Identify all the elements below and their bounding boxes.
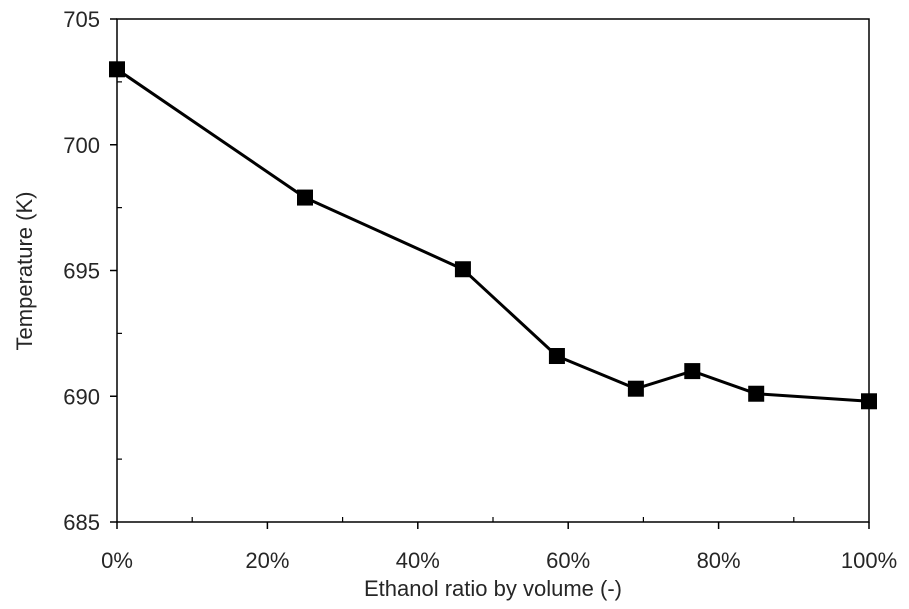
data-point-marker [627, 380, 644, 397]
x-tick-label: 100% [841, 548, 897, 573]
data-point-marker [684, 363, 701, 380]
data-point-marker [297, 189, 313, 206]
data-point-marker [748, 385, 765, 402]
series-line [116, 68, 870, 403]
plot-frame [116, 18, 870, 523]
y-tick-label: 700 [63, 133, 100, 158]
x-minor-ticks [191, 517, 795, 522]
x-tick-label: 40% [396, 548, 440, 573]
y-tick-label: 690 [63, 384, 100, 409]
x-axis-title: Ethanol ratio by volume (-) [364, 576, 622, 601]
y-axis-title: Temperature (K) [12, 192, 37, 351]
x-tick-label: 80% [697, 548, 741, 573]
data-point-marker [861, 393, 877, 410]
y-tick-label: 685 [63, 510, 100, 535]
series-layer [109, 61, 877, 410]
data-point-marker [109, 61, 125, 78]
y-tick-label: 705 [63, 7, 100, 32]
y-axis-ticks: 685 690 695 700 705 [63, 7, 117, 535]
y-tick-label: 695 [63, 259, 100, 284]
x-axis-ticks: 0% 20% 40% 60% 80% 100% [101, 522, 897, 573]
data-point-marker [454, 261, 471, 278]
x-tick-label: 60% [546, 548, 590, 573]
x-tick-label: 20% [245, 548, 289, 573]
x-tick-label: 0% [101, 548, 133, 573]
y-minor-ticks [117, 81, 122, 460]
data-point-marker [548, 348, 565, 365]
